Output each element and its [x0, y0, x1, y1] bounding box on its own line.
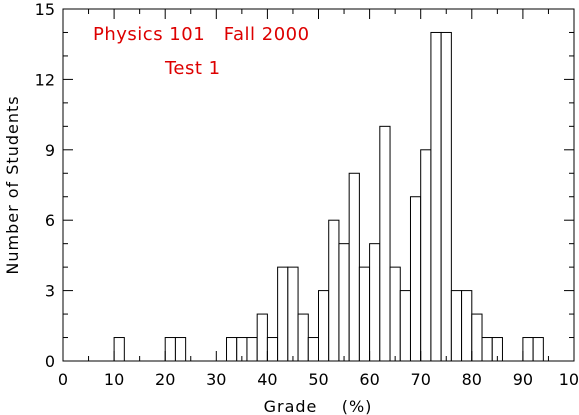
bar-62	[379, 125, 391, 362]
x-tick-label-100: 100	[559, 370, 579, 389]
x-tick-label-50: 50	[308, 370, 328, 389]
bar-32	[226, 337, 238, 362]
y-tick-label-9: 9	[45, 141, 55, 160]
tick-labels-group: 0 10 20 30 40 50 60 70 80 90 100 0 3 6 9 12 15	[35, 0, 579, 389]
ticks-group	[62, 8, 575, 362]
annotation-subtitle: Test 1	[164, 58, 221, 79]
bar-76	[450, 290, 463, 362]
bar-56	[348, 172, 360, 362]
bar-74	[440, 31, 452, 362]
bar-64	[389, 266, 401, 362]
bar-40	[266, 337, 279, 362]
bar-46	[297, 313, 309, 362]
bar-50	[318, 290, 330, 362]
x-axis-label: Grade (%)	[264, 397, 373, 415]
bar-90	[522, 337, 534, 362]
x-tick-label-0: 0	[58, 370, 68, 389]
bar-66	[399, 290, 411, 362]
bar-48	[307, 337, 319, 362]
y-tick-label-0: 0	[45, 352, 55, 371]
bar-54	[338, 243, 350, 362]
x-tick-label-40: 40	[257, 370, 277, 389]
x-tick-label-80: 80	[462, 370, 482, 389]
x-tick-label-70: 70	[411, 370, 431, 389]
bar-10	[113, 337, 125, 362]
y-tick-label-15: 15	[35, 0, 55, 19]
bar-72	[430, 31, 442, 362]
bar-44	[287, 266, 299, 362]
bar-58	[358, 266, 371, 362]
y-tick-label-6: 6	[45, 211, 55, 230]
bar-68	[409, 196, 422, 362]
bar-80	[471, 313, 483, 362]
bar-22	[174, 337, 187, 362]
bar-60	[369, 243, 381, 362]
y-tick-label-3: 3	[45, 282, 55, 301]
bar-78	[461, 290, 473, 362]
y-tick-label-12: 12	[35, 70, 55, 89]
bar-52	[328, 219, 340, 362]
bar-36	[246, 337, 258, 362]
x-tick-label-30: 30	[206, 370, 226, 389]
x-tick-label-20: 20	[155, 370, 175, 389]
bar-70	[420, 149, 432, 362]
y-axis-label: Number of Students	[3, 95, 22, 274]
bars-group	[113, 31, 544, 362]
bar-92	[532, 337, 544, 362]
x-tick-label-90: 90	[513, 370, 533, 389]
x-tick-label-10: 10	[104, 370, 124, 389]
annotation-title: Physics 101 Fall 2000	[93, 24, 310, 45]
bar-38	[256, 313, 268, 362]
bar-20	[164, 337, 176, 362]
bar-42	[277, 266, 289, 362]
bar-82	[481, 337, 493, 362]
x-tick-label-60: 60	[359, 370, 379, 389]
